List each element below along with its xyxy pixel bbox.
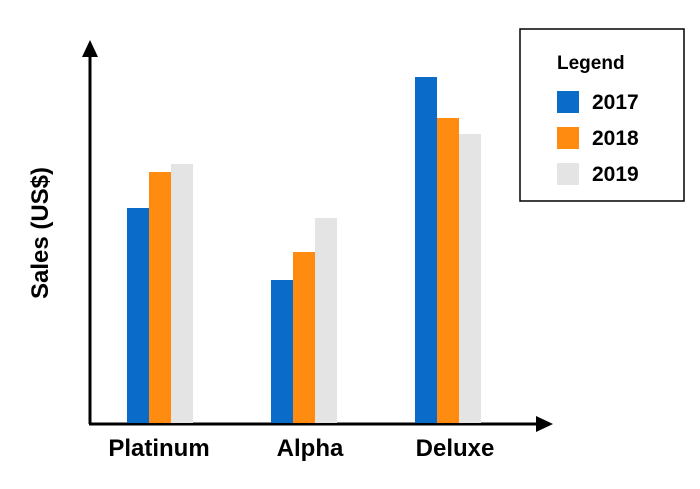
bar-platinum-2017 xyxy=(127,208,149,423)
legend-swatch-2019 xyxy=(557,163,579,185)
bars-group xyxy=(127,77,481,423)
y-axis-label: Sales (US$) xyxy=(27,167,54,299)
category-label-deluxe: Deluxe xyxy=(416,435,495,462)
legend-label-2017: 2017 xyxy=(592,91,639,114)
bar-platinum-2019 xyxy=(171,164,193,423)
y-axis-arrow xyxy=(82,40,98,57)
bar-deluxe-2019 xyxy=(459,134,481,423)
bar-platinum-2018 xyxy=(149,172,171,423)
bar-alpha-2018 xyxy=(293,252,315,423)
category-label-alpha: Alpha xyxy=(277,435,344,462)
category-labels: Platinum Alpha Deluxe xyxy=(108,435,494,462)
legend-swatch-2017 xyxy=(557,91,579,113)
category-label-platinum: Platinum xyxy=(108,435,209,462)
bar-alpha-2019 xyxy=(315,218,337,423)
legend-label-2018: 2018 xyxy=(592,127,639,150)
legend-label-2019: 2019 xyxy=(592,163,639,186)
bar-deluxe-2018 xyxy=(437,118,459,423)
legend: Legend 2017 2018 2019 xyxy=(519,28,685,202)
legend-box xyxy=(519,28,685,202)
legend-swatch-2018 xyxy=(557,127,579,149)
bar-deluxe-2017 xyxy=(415,77,437,423)
x-axis-arrow xyxy=(536,416,553,432)
bar-alpha-2017 xyxy=(271,280,293,423)
legend-title: Legend xyxy=(557,53,625,74)
